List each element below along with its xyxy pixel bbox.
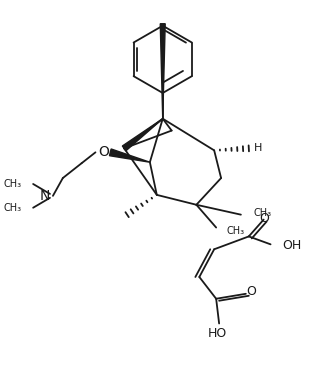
Polygon shape bbox=[122, 119, 163, 151]
Text: H: H bbox=[253, 143, 262, 153]
Text: HO: HO bbox=[207, 327, 227, 340]
Text: O: O bbox=[246, 285, 256, 298]
Text: N: N bbox=[40, 189, 50, 203]
Polygon shape bbox=[109, 149, 150, 162]
Text: CH₃: CH₃ bbox=[226, 227, 244, 236]
Text: O: O bbox=[98, 145, 109, 159]
Polygon shape bbox=[160, 24, 165, 119]
Text: OH: OH bbox=[282, 239, 302, 252]
Text: CH₃: CH₃ bbox=[3, 179, 21, 189]
Text: CH₃: CH₃ bbox=[3, 203, 21, 213]
Text: O: O bbox=[260, 212, 270, 225]
Text: CH₃: CH₃ bbox=[254, 208, 272, 218]
